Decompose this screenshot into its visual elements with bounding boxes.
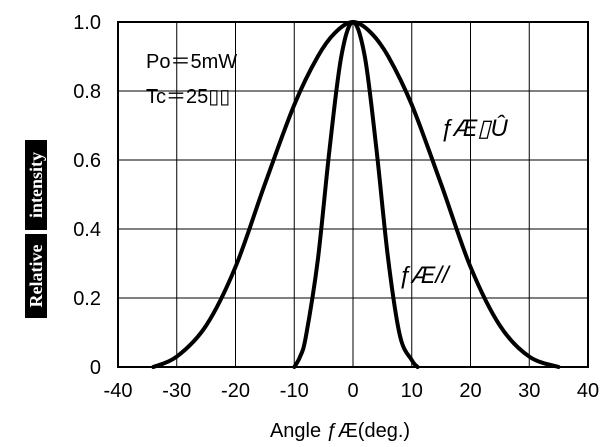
- x-axis-title: Angle ƒÆ(deg.): [270, 420, 410, 442]
- y-tick-label: 0.8: [73, 81, 101, 103]
- x-tick-label: 10: [401, 380, 423, 402]
- x-tick-label: 30: [518, 380, 540, 402]
- y-tick-label: 0.6: [73, 150, 101, 172]
- x-tick-label: 40: [577, 380, 599, 402]
- curves: [151, 20, 561, 369]
- y-tick-label: 0.2: [73, 288, 101, 310]
- y-tick-label: 0.4: [73, 219, 101, 241]
- annotation-power: Po＝5mW: [146, 51, 237, 73]
- annotation-temperature: Tc＝25▯▯: [146, 86, 230, 108]
- y-tick-label: 1.0: [73, 12, 101, 34]
- x-tick-label: -40: [104, 380, 133, 402]
- tick-labels: -40 -30 -20 -10 0 10 20 30 40 0 0.2 0.4 0.6 0.8 1.0: [73, 12, 599, 402]
- series-label-narrow: ƒÆ//: [398, 262, 451, 289]
- x-tick-label: 20: [459, 380, 481, 402]
- x-tick-label: -20: [221, 380, 250, 402]
- y-axis-title: Relative intensity: [25, 140, 47, 318]
- x-tick-label: -10: [280, 380, 309, 402]
- x-tick-label: -30: [162, 380, 191, 402]
- y-axis-title-part-1: Relative: [26, 245, 46, 308]
- y-axis-title-box-1: [25, 234, 47, 318]
- grid: [118, 22, 588, 367]
- series-line-wide: [151, 20, 561, 369]
- y-axis-title-box-2: [25, 140, 47, 230]
- series-label-wide: ƒÆ▯Û: [440, 114, 509, 142]
- y-tick-label: 0: [90, 357, 101, 379]
- y-axis-title-part-2: intensity: [26, 152, 46, 218]
- plot-frame: [117, 21, 589, 368]
- x-tick-label: 0: [347, 380, 358, 402]
